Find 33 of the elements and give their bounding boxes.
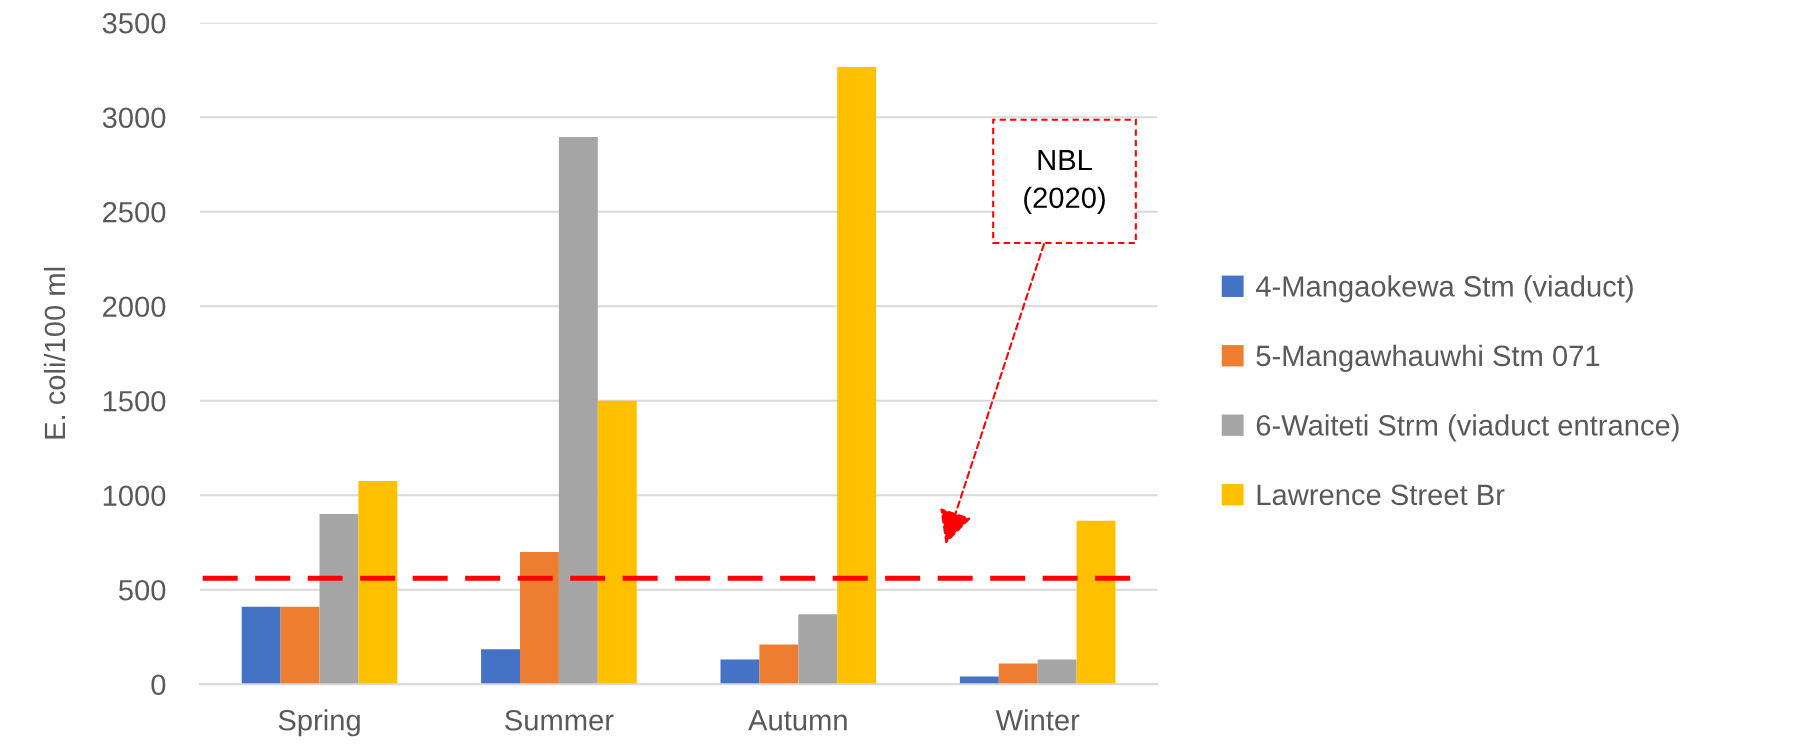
bar [520, 551, 559, 685]
y-tick-label: 3500 [102, 12, 166, 34]
bar [597, 400, 637, 685]
x-tick-label: Spring [278, 709, 360, 737]
y-tick-label: 500 [118, 579, 166, 601]
annotation: NBL (2020) [1024, 150, 1105, 214]
bar [241, 606, 281, 685]
y-axis-title: E. coli/100 ml [43, 267, 66, 439]
y-tick-label: 2000 [103, 296, 166, 318]
bar [1076, 520, 1116, 685]
y-tick-label: 1000 [103, 485, 166, 507]
bar [481, 649, 520, 685]
y-tick-label: 1500 [103, 390, 166, 412]
bar [759, 644, 799, 685]
y-tick-label: 3000 [102, 107, 166, 129]
legend-label: 5-Mangawhauwhi Stm 071 [1256, 344, 1600, 372]
bar [837, 67, 877, 685]
bar [280, 606, 320, 685]
legend-label: Lawrence Street Br [1257, 484, 1505, 506]
y-tick-label: 0 [151, 674, 166, 696]
x-tick-label: Summer [505, 709, 614, 731]
y-tick-label: 2500 [103, 201, 166, 223]
bar [358, 481, 398, 685]
x-tick-label: Winter [995, 709, 1080, 731]
bar [319, 514, 359, 685]
bar [1037, 659, 1077, 685]
bar [998, 663, 1038, 685]
x-tick-label: Autumn [748, 710, 847, 731]
bar [798, 614, 838, 685]
legend-label: 6-Waiteti Strm (viaduct entrance) [1256, 414, 1679, 442]
legend-label: 4-Mangaokewa Stm (viaduct) [1255, 275, 1633, 303]
bar [720, 659, 760, 685]
bar [558, 137, 598, 685]
